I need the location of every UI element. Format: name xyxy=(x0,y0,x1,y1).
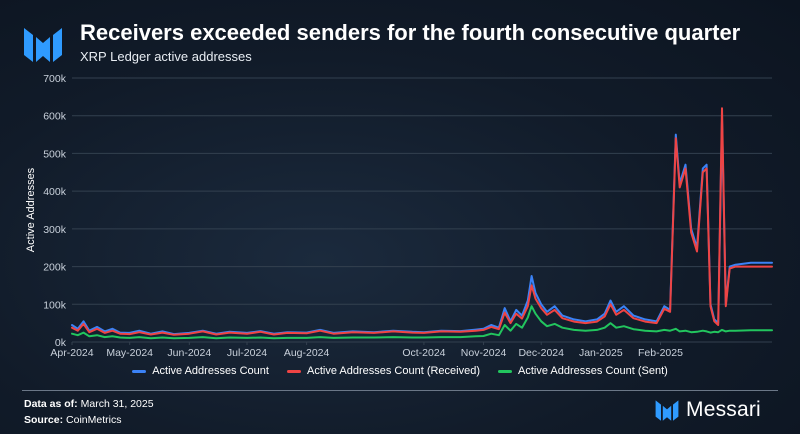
x-tick-label: Apr-2024 xyxy=(50,347,93,359)
chart-title: Receivers exceeded senders for the fourt… xyxy=(80,20,741,45)
legend-swatch-count xyxy=(132,369,147,373)
messari-logo-icon xyxy=(24,28,62,62)
legend-swatch-sent xyxy=(498,369,513,373)
x-tick-label: Jan-2025 xyxy=(579,347,623,359)
footer-divider xyxy=(22,390,778,391)
legend-label-count: Active Addresses Count xyxy=(152,365,269,377)
series-line-2 xyxy=(71,305,773,340)
legend-label-received: Active Addresses Count (Received) xyxy=(306,365,481,377)
x-tick-label: Feb-2025 xyxy=(638,347,683,359)
y-tick-label: 300k xyxy=(43,224,67,236)
brand-name: Messari xyxy=(686,398,761,421)
y-tick-label: 600k xyxy=(43,111,67,123)
y-tick-label: 400k xyxy=(43,186,67,198)
legend-swatch-received xyxy=(286,369,301,373)
x-tick-label: Jun-2024 xyxy=(167,347,211,359)
source-label: Source: xyxy=(24,414,64,426)
messari-brand-icon xyxy=(655,400,679,421)
y-tick-label: 100k xyxy=(43,299,67,311)
y-tick-label: 500k xyxy=(43,148,67,160)
x-tick-label: Nov-2024 xyxy=(461,347,507,359)
chart-legend: Active Addresses Count Active Addresses … xyxy=(0,365,800,377)
y-axis-label: Active Addresses xyxy=(25,167,37,252)
legend-label-sent: Active Addresses Count (Sent) xyxy=(518,365,668,377)
x-tick-label: May-2024 xyxy=(106,347,153,359)
data-as-of-value: March 31, 2025 xyxy=(80,398,154,410)
series-line-0 xyxy=(71,118,773,336)
legend-item-count: Active Addresses Count xyxy=(132,365,269,377)
source-value: CoinMetrics xyxy=(66,414,122,426)
legend-item-received: Active Addresses Count (Received) xyxy=(286,365,481,377)
data-as-of-label: Data as of: xyxy=(24,398,78,410)
source-line: Source: CoinMetrics xyxy=(24,414,121,426)
x-tick-label: Dec-2024 xyxy=(518,347,564,359)
x-tick-label: Oct-2024 xyxy=(402,347,445,359)
x-tick-label: Jul-2024 xyxy=(227,347,267,359)
brand-logo: Messari xyxy=(654,398,761,422)
chart-subtitle: XRP Ledger active addresses xyxy=(80,49,252,64)
y-tick-label: 0k xyxy=(55,337,67,349)
legend-item-sent: Active Addresses Count (Sent) xyxy=(498,365,668,377)
y-tick-label: 700k xyxy=(43,73,67,85)
data-as-of-line: Data as of: March 31, 2025 xyxy=(24,398,154,410)
series-line-1 xyxy=(71,107,773,336)
x-tick-label: Aug-2024 xyxy=(284,347,330,359)
y-tick-label: 200k xyxy=(43,262,67,274)
